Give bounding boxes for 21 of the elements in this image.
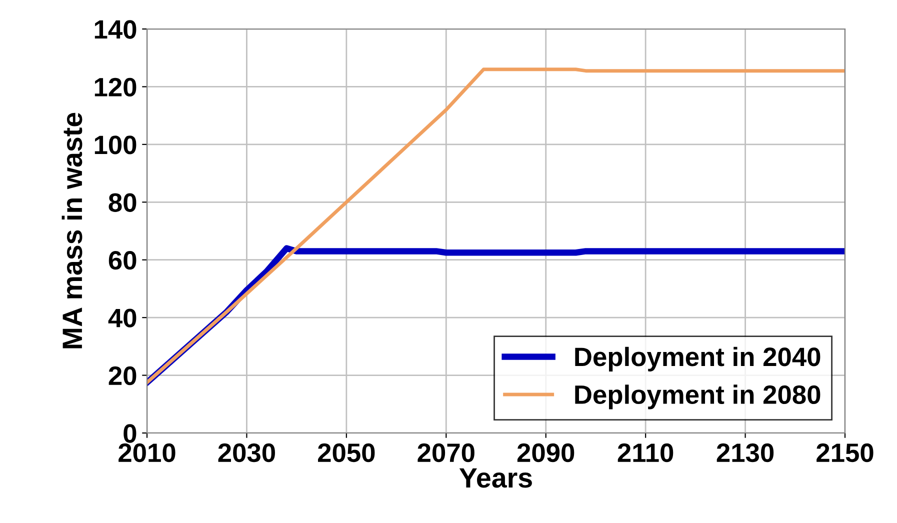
legend-label: Deployment in 2080 [575,384,820,410]
legend-label: Deployment in 2040 [575,346,820,372]
y-tick-label: 80 [108,193,136,212]
x-tick-label: 2090 [517,443,574,462]
y-tick-label: 40 [108,308,136,328]
y-axis-title: MA mass in waste [62,112,82,348]
x-tick-label: 2050 [318,443,375,462]
y-tick-label: 100 [94,136,136,154]
x-tick-label: 2150 [816,443,874,462]
y-tick-label: 140 [94,20,136,39]
x-tick-label: 2010 [118,443,176,462]
x-tick-label: 2110 [618,443,674,462]
x-tick-label: 2030 [218,443,275,462]
y-tick-label: 20 [108,366,136,386]
line-series [147,68,845,384]
y-tick-label: 120 [94,78,136,97]
y-tick-label: 60 [108,250,136,270]
x-tick-label: 2130 [716,443,774,462]
y-tick-label: 0 [124,424,136,443]
x-tick-label: 2070 [418,443,474,462]
x-axis-title: Years [459,468,532,488]
